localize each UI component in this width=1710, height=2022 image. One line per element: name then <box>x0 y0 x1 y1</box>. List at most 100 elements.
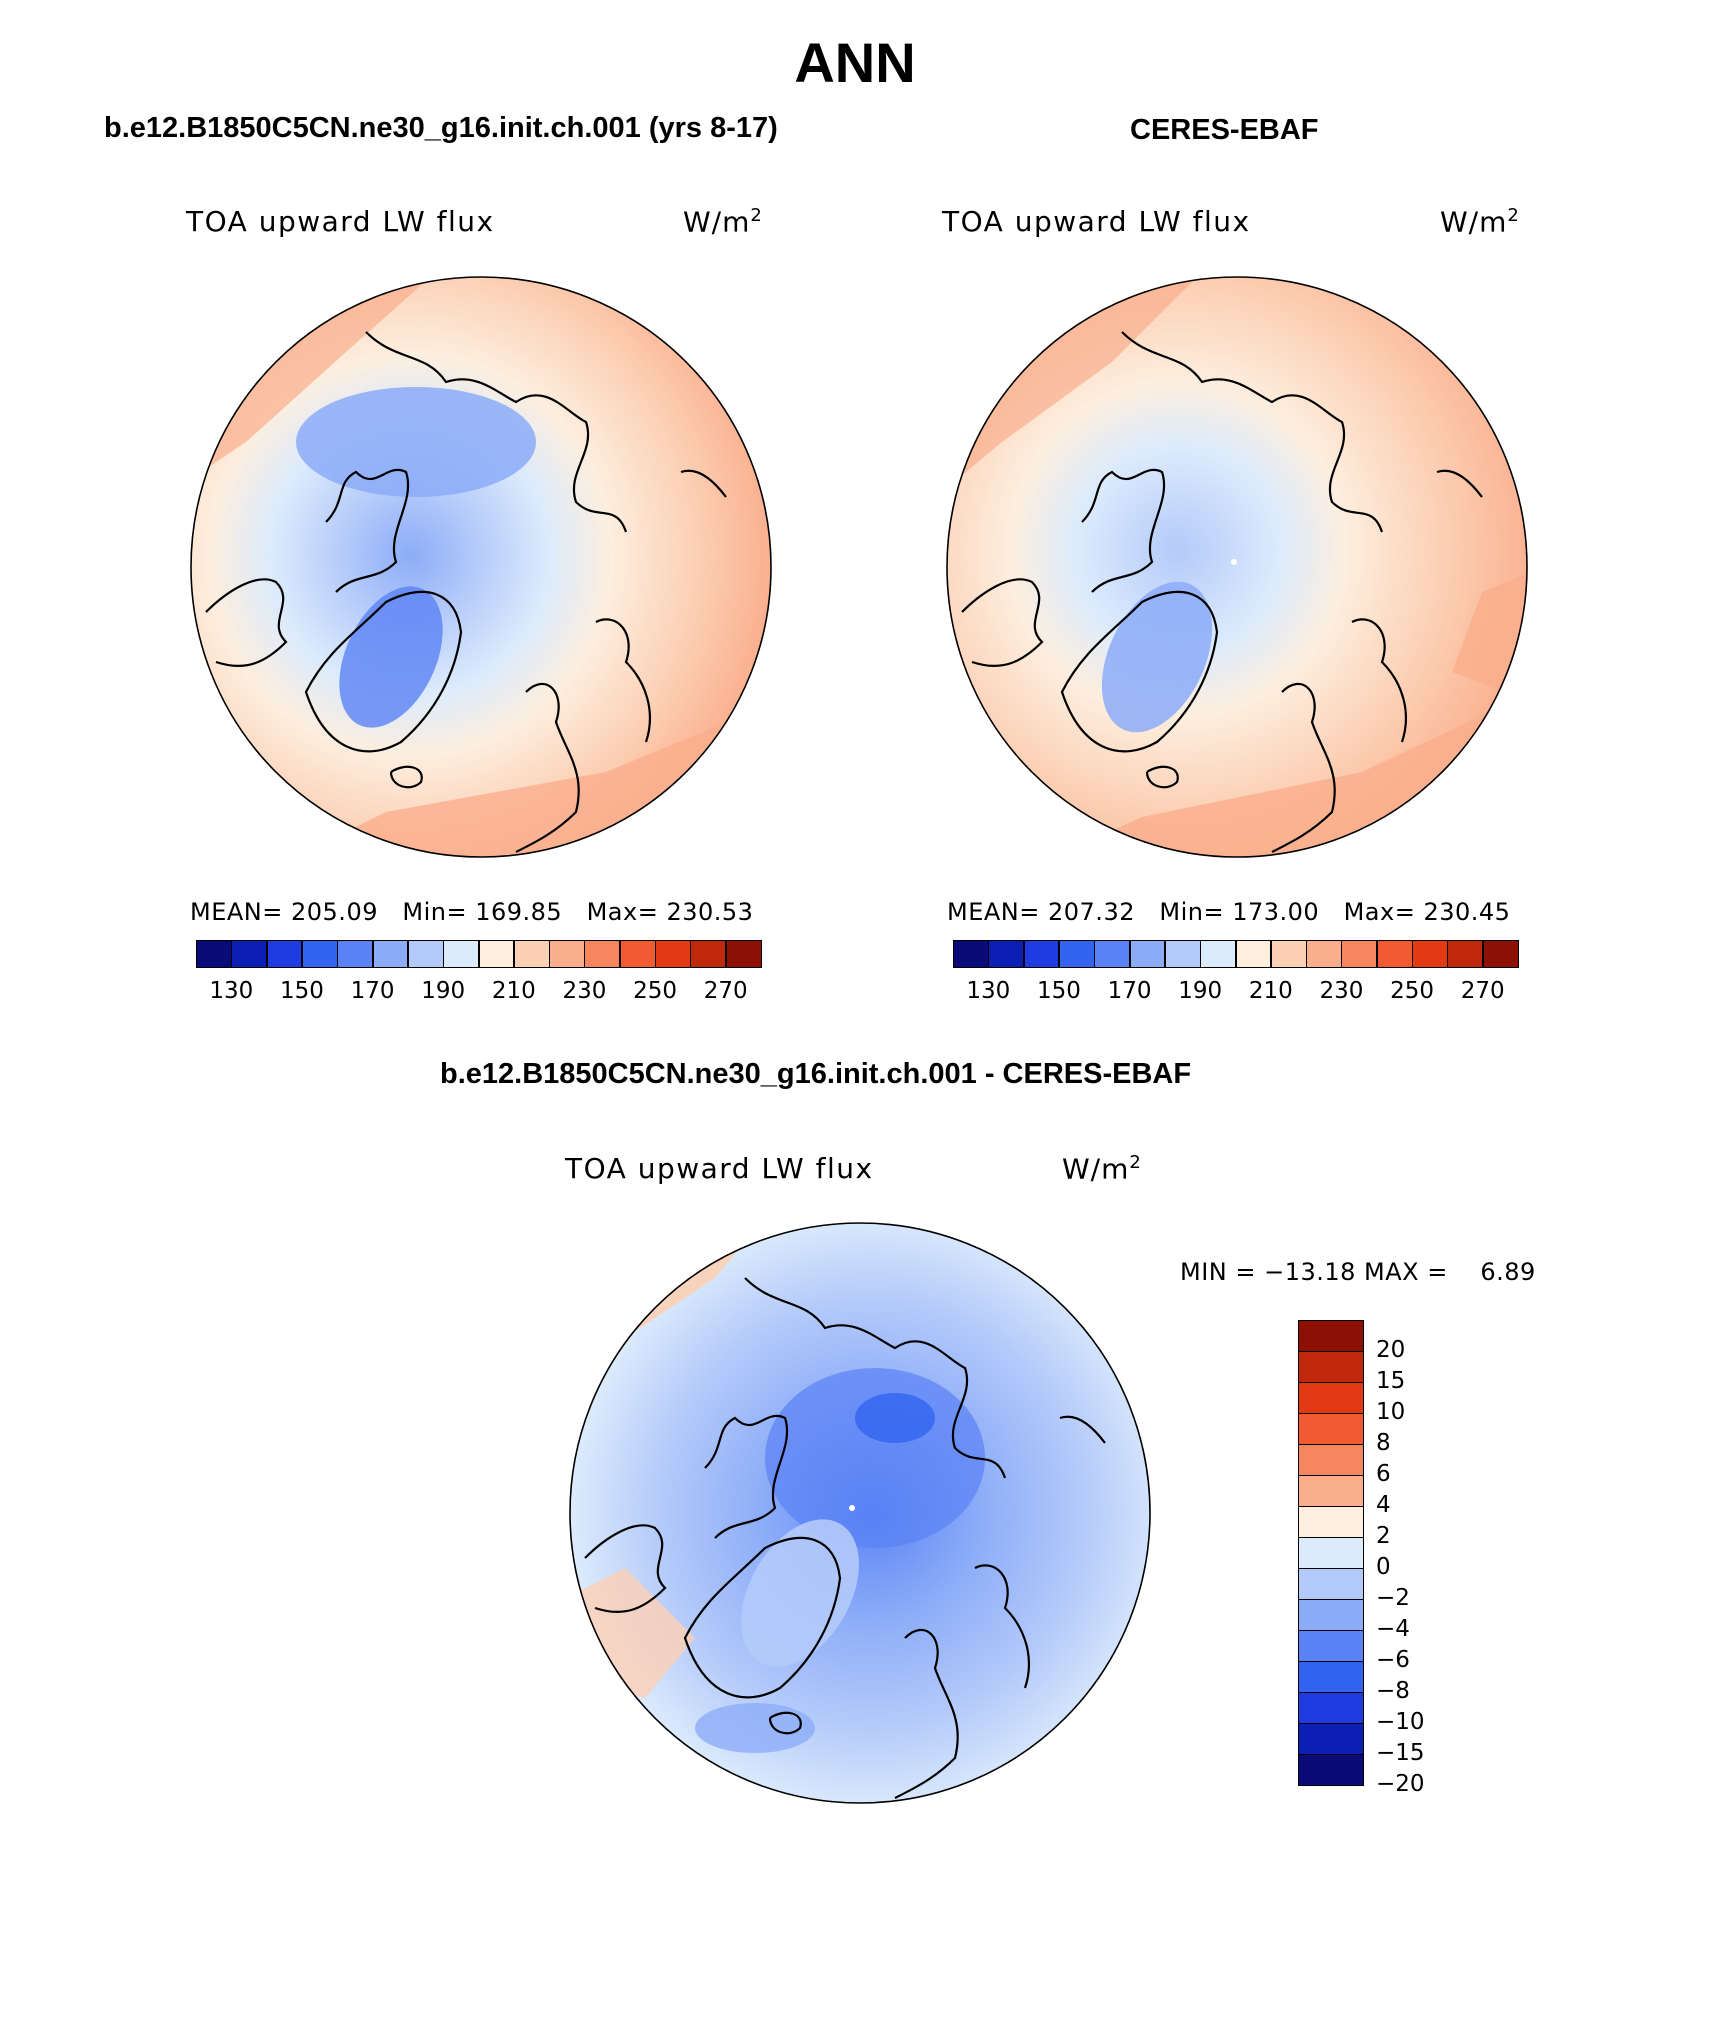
panel-1-colorbar <box>196 940 762 968</box>
panel-2-colorbar-box-10 <box>1306 940 1342 968</box>
panel-2-colorbar-box-9 <box>1270 940 1307 968</box>
diff-colorbar-box-9 <box>1298 1599 1364 1631</box>
panel-1-colorbar-box-12 <box>619 940 656 968</box>
diff-colorbar-box-1 <box>1298 1351 1364 1383</box>
panel-2-colorbar-box-0 <box>953 940 989 968</box>
diff-units-exp: 2 <box>1129 1152 1142 1173</box>
panel-1-colorbar-tick-label: 190 <box>421 978 466 1004</box>
diff-colorbar-tick-label: −4 <box>1376 1616 1410 1642</box>
diff-colorbar-box-3 <box>1298 1413 1364 1445</box>
panel-2-max-label: Max= <box>1343 898 1416 926</box>
panel-1-colorbar-box-9 <box>513 940 550 968</box>
diff-map-border <box>569 1222 1151 1804</box>
panel-2-colorbar-ticks: 130 150 170 190 210 230 250 270 <box>953 978 1518 1008</box>
panel-2-colorbar-box-11 <box>1341 940 1378 968</box>
panel-2-mean-label: MEAN= <box>947 898 1040 926</box>
diff-polar-map <box>569 1222 1151 1804</box>
panel-1-colorbar-tick-label: 130 <box>209 978 254 1004</box>
panel-1-colorbar-box-6 <box>407 940 444 968</box>
panel-1-min-value: 169.85 <box>475 898 563 926</box>
panel-2-min-label: Min= <box>1159 898 1225 926</box>
diff-colorbar-box-12 <box>1298 1692 1364 1724</box>
panel-2-colorbar-box-8 <box>1235 940 1272 968</box>
panel-2-case-title: CERES-EBAF <box>1130 114 1319 146</box>
diff-colorbar-tick-label: −6 <box>1376 1647 1410 1673</box>
diff-colorbar-box-7 <box>1298 1537 1364 1569</box>
diff-colorbar-tick-label: 15 <box>1376 1368 1406 1394</box>
diff-minmax: MIN = −13.18 MAX = 6.89 <box>1180 1258 1536 1286</box>
diff-colorbar-box-10 <box>1298 1630 1364 1662</box>
diff-colorbar-box-2 <box>1298 1382 1364 1414</box>
diff-strong-cold <box>855 1393 935 1443</box>
panel-2-map-border <box>946 276 1528 858</box>
panel-2-min-value: 173.00 <box>1232 898 1320 926</box>
panel-1-max-value: 230.53 <box>666 898 754 926</box>
diff-colorbar-tick-label: 10 <box>1376 1399 1406 1425</box>
diff-coastlines <box>584 1277 1106 1799</box>
panel-2-colorbar-box-5 <box>1129 940 1166 968</box>
panel-1-colorbar-ticks: 130 150 170 190 210 230 250 270 <box>196 978 761 1008</box>
panel-1-colorbar-box-4 <box>337 940 374 968</box>
diff-colorbar-tick-label: 2 <box>1376 1523 1391 1549</box>
panel-1-units: W/m2 <box>683 205 763 238</box>
panel-2-units: W/m2 <box>1440 205 1520 238</box>
panel-1-colorbar-tick-label: 210 <box>491 978 536 1004</box>
diff-colorbar-box-13 <box>1298 1723 1364 1755</box>
diff-greenland <box>741 1519 859 1667</box>
panel-1-colorbar-box-7 <box>443 940 479 968</box>
diff-colorbar-box-4 <box>1298 1444 1364 1476</box>
diff-units-base: W/m <box>1062 1152 1130 1186</box>
diff-colorbar-tick-label: −20 <box>1376 1771 1425 1797</box>
panel-2-colorbar-box-7 <box>1200 940 1236 968</box>
panel-1-mean-label: MEAN= <box>190 898 283 926</box>
panel-1-colorbar-box-15 <box>725 940 762 968</box>
panel-1-min-label: Min= <box>402 898 468 926</box>
panel-2-colorbar-tick-label: 210 <box>1248 978 1293 1004</box>
diff-pole-dot <box>849 1505 855 1511</box>
diff-units: W/m2 <box>1062 1152 1142 1185</box>
panel-1-map-border <box>190 276 772 858</box>
panel-2-colorbar-box-15 <box>1482 940 1519 968</box>
diff-colorbar-tick-label: 0 <box>1376 1554 1391 1580</box>
panel-2-colorbar-box-6 <box>1164 940 1201 968</box>
panel-1-stats: MEAN= 205.09 Min= 169.85 Max= 230.53 <box>190 898 753 926</box>
diff-variable-label: TOA upward LW flux <box>565 1152 874 1185</box>
figure-title: ANN <box>794 31 916 94</box>
panel-1-case-title: b.e12.B1850C5CN.ne30_g16.init.ch.001 (yr… <box>104 112 778 144</box>
panel-2-colorbar-tick-label: 130 <box>966 978 1011 1004</box>
diff-case-title: b.e12.B1850C5CN.ne30_g16.init.ch.001 - C… <box>440 1058 1192 1090</box>
panel-2-colorbar-box-13 <box>1412 940 1448 968</box>
panel-1-max-label: Max= <box>586 898 659 926</box>
panel-1-polar-map <box>190 276 772 858</box>
panel-1-colorbar-tick-label: 230 <box>562 978 607 1004</box>
panel-1-colorbar-box-11 <box>584 940 621 968</box>
panel-2-units-exp: 2 <box>1507 205 1520 226</box>
diff-colorbar-box-14 <box>1298 1754 1364 1786</box>
panel-2-variable-label: TOA upward LW flux <box>942 205 1251 238</box>
panel-2-colorbar-box-4 <box>1094 940 1131 968</box>
panel-2-coastlines <box>961 331 1483 853</box>
diff-colorbar-tick-label: −15 <box>1376 1740 1425 1766</box>
panel-2-colorbar-box-3 <box>1058 940 1095 968</box>
panel-1-units-exp: 2 <box>750 205 763 226</box>
panel-1-field-fill <box>191 277 771 857</box>
diff-colorbar-tick-label: −8 <box>1376 1678 1410 1704</box>
diff-colorbar <box>1298 1320 1364 1786</box>
panel-1-variable-label: TOA upward LW flux <box>186 205 495 238</box>
diff-colorbar-tick-label: 6 <box>1376 1461 1391 1487</box>
panel-1-colorbar-box-13 <box>655 940 691 968</box>
panel-2-colorbar-box-12 <box>1376 940 1413 968</box>
diff-colorbar-box-8 <box>1298 1568 1364 1600</box>
panel-1-colorbar-box-8 <box>478 940 515 968</box>
diff-cold-patch-south <box>695 1703 815 1753</box>
diff-colorbar-box-6 <box>1298 1506 1364 1538</box>
panel-2-colorbar-box-1 <box>988 940 1025 968</box>
panel-2-colorbar-tick-label: 150 <box>1036 978 1081 1004</box>
panel-1-colorbar-tick-label: 270 <box>703 978 748 1004</box>
panel-1-colorbar-box-5 <box>372 940 409 968</box>
panel-2-colorbar-tick-label: 170 <box>1107 978 1152 1004</box>
panel-1-colorbar-box-1 <box>231 940 268 968</box>
panel-1-colorbar-box-3 <box>301 940 338 968</box>
diff-colorbar-box-11 <box>1298 1661 1364 1693</box>
diff-colorbar-tick-label: 8 <box>1376 1430 1391 1456</box>
